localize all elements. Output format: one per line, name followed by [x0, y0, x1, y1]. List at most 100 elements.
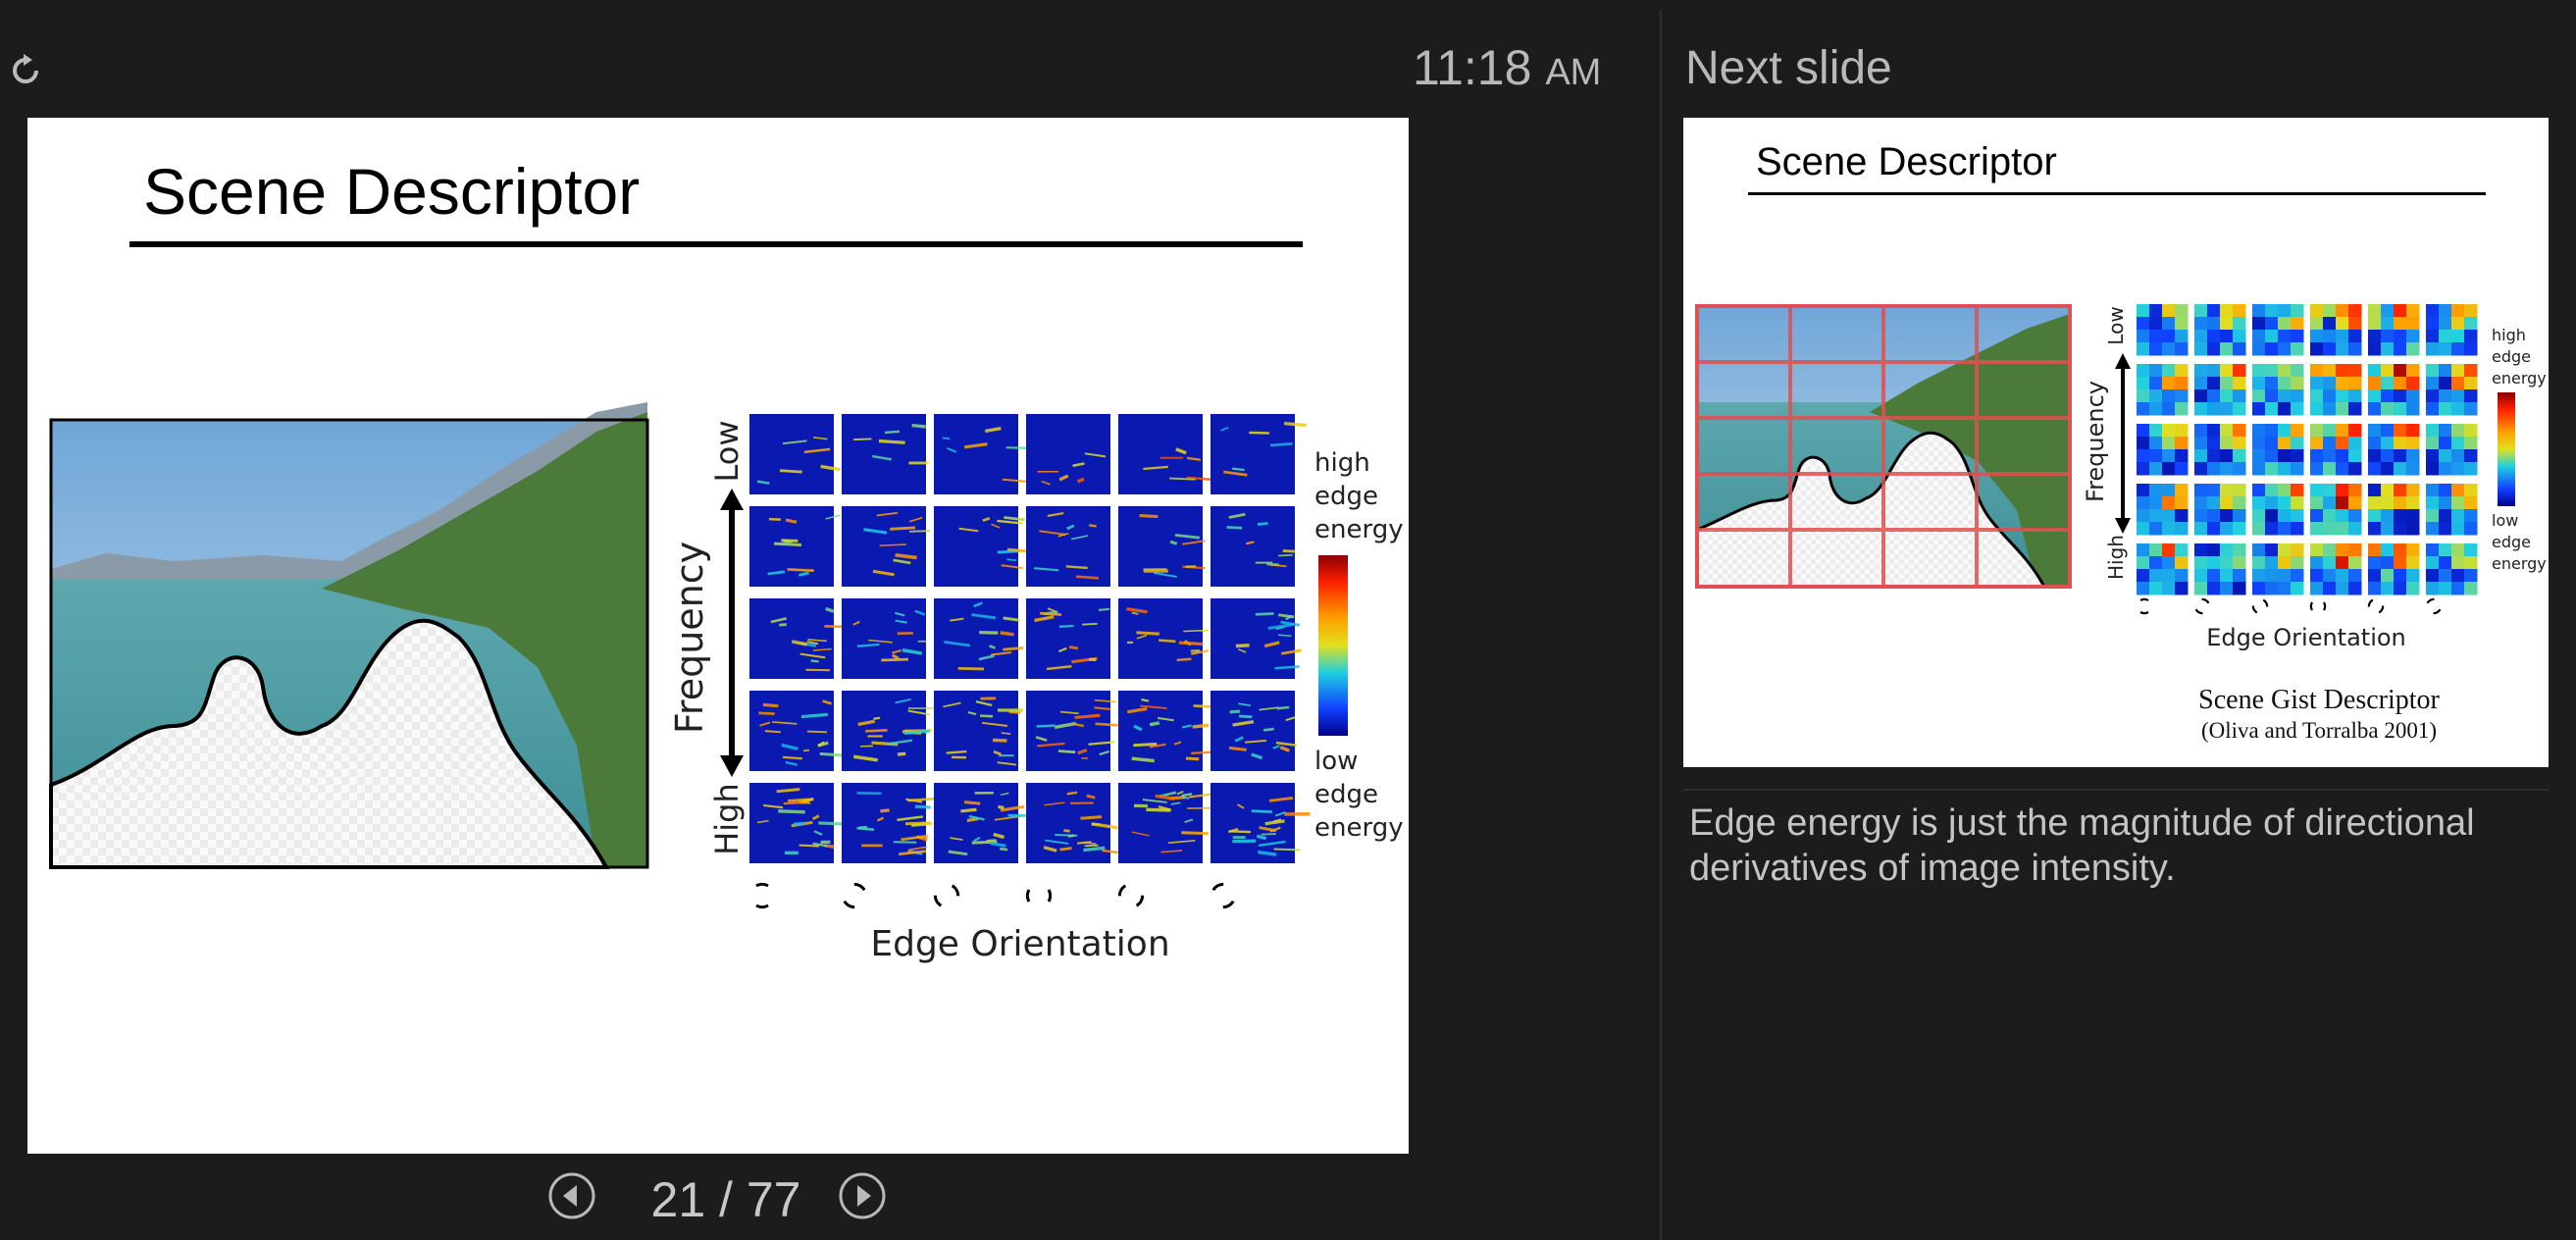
pane-divider [1660, 10, 1662, 1240]
legend-high-2: edge [1314, 482, 1378, 511]
reset-timer-icon[interactable] [6, 51, 45, 90]
next-heatmap-cell [2426, 364, 2478, 416]
heatmap-cell [842, 414, 929, 494]
orientation-glyphs [755, 882, 1235, 909]
next-legend-high-1: high [2492, 326, 2526, 344]
next-heatmap-cell [2368, 304, 2420, 356]
next-orientation-glyph [2194, 597, 2210, 615]
heatmap-cell [1211, 414, 1308, 494]
heatmap-cell [934, 414, 1028, 494]
next-caption: Scene Gist Descriptor [2198, 685, 2440, 715]
heatmap-cell [842, 691, 936, 771]
heatmap-cell [1026, 691, 1119, 771]
slide-title: Scene Descriptor [143, 155, 640, 228]
next-heatmap-cell [2426, 304, 2478, 356]
legend-high-3: energy [1314, 515, 1404, 544]
heatmap-cell [1118, 414, 1214, 494]
x-axis-label: Edge Orientation [870, 924, 1169, 964]
title-underline [129, 241, 1303, 247]
clock-time: 11:18 [1413, 40, 1532, 95]
heatmap-cell [934, 598, 1024, 679]
heatmap-cell [1211, 506, 1296, 587]
orientation-glyph [933, 884, 960, 907]
current-slide: Scene Descriptor [27, 118, 1409, 1154]
next-slide-button[interactable] [838, 1171, 887, 1220]
next-heatmap-cell [2368, 424, 2420, 476]
speaker-notes[interactable]: Edge energy is just the magnitude of dir… [1689, 802, 2475, 889]
heatmap-cell [1118, 598, 1210, 679]
next-heatmap-cell [2137, 424, 2189, 476]
next-frequency-arrow [2115, 353, 2131, 534]
next-heatmap-cell [2426, 484, 2478, 536]
next-orientation-glyph [2139, 597, 2149, 615]
next-slide-preview[interactable]: Scene Descriptor [1683, 118, 2549, 767]
next-heatmap-cell [2137, 543, 2189, 595]
next-y-axis-top: Low [2104, 306, 2128, 344]
next-legend-high-3: energy [2492, 369, 2547, 388]
y-axis-label: Frequency [668, 542, 711, 734]
next-heatmap-cell [2194, 424, 2246, 476]
next-heatmap-cell [2137, 364, 2189, 416]
orientation-glyph [755, 882, 769, 909]
next-legend-high-2: edge [2492, 347, 2531, 366]
next-heatmap-cell [2368, 484, 2420, 536]
next-orientation-glyph [2251, 598, 2269, 614]
heatmap-cell [842, 598, 927, 679]
y-axis-bottom-label: High [708, 783, 746, 855]
prev-slide-button[interactable] [547, 1171, 596, 1220]
next-citation: (Oliva and Torralba 2001) [2201, 718, 2437, 743]
next-orientation-glyph [2367, 598, 2385, 614]
heatmap-cell [749, 598, 847, 679]
next-heatmap-cell [2252, 304, 2304, 356]
clock-ampm: AM [1545, 52, 1602, 93]
heatmap-cell [1118, 506, 1206, 587]
next-legend-low-1: low [2492, 511, 2518, 530]
next-heatmap-cell [2368, 364, 2420, 416]
next-orientation-glyph [2426, 597, 2442, 615]
next-heatmap-cell [2426, 543, 2478, 595]
next-heatmap-cell [2137, 304, 2189, 356]
next-heatmap-cell [2310, 304, 2362, 356]
next-energy-legend: high edge energy low edge energy [2492, 326, 2547, 573]
notes-divider [1683, 789, 2549, 791]
heatmap-cell [934, 691, 1023, 771]
legend-low-3: energy [1314, 813, 1404, 843]
next-slide-header: Next slide [1685, 42, 1892, 94]
legend-low-2: edge [1314, 780, 1378, 809]
next-gist-heatmap-grid [2137, 304, 2478, 595]
orientation-glyph [1117, 884, 1145, 907]
frequency-arrow [720, 489, 744, 777]
legend-high-1: high [1314, 448, 1370, 478]
next-heatmap-cell [2368, 543, 2420, 595]
next-heatmap-cell [2194, 364, 2246, 416]
next-heatmap-cell [2310, 364, 2362, 416]
next-heatmap-cell [2137, 484, 2189, 536]
heatmap-cell [749, 691, 843, 771]
next-title-underline [1748, 192, 2486, 195]
heatmap-cell [1118, 691, 1216, 771]
next-heatmap-cell [2252, 364, 2304, 416]
heatmap-cell [1026, 506, 1110, 587]
next-heatmap-cell [2252, 484, 2304, 536]
orientation-glyph [1211, 882, 1235, 909]
presentation-clock: 11:18 AM [1413, 39, 1601, 96]
next-y-axis-label: Frequency [2082, 381, 2109, 502]
next-heatmap-cell [2310, 484, 2362, 536]
heatmap-cell [749, 414, 842, 494]
heatmap-cell [1118, 783, 1212, 863]
energy-legend: high edge energy low edge energy [1314, 448, 1404, 843]
scene-photo [49, 402, 649, 869]
next-heatmap-cell [2194, 543, 2246, 595]
heatmap-cell [842, 506, 931, 587]
legend-low-1: low [1314, 747, 1358, 776]
heatmap-cell [1026, 598, 1110, 679]
heatmap-cell [749, 783, 843, 863]
next-heatmap-cell [2426, 424, 2478, 476]
next-heatmap-cell [2310, 424, 2362, 476]
page-counter: 21 / 77 [650, 1172, 801, 1227]
next-heatmap-cell [2252, 424, 2304, 476]
next-slide-title: Scene Descriptor [1756, 140, 2057, 183]
heatmap-cell [842, 783, 936, 863]
orientation-glyph [843, 882, 866, 909]
slide-navigation: 21 / 77 [0, 1167, 1409, 1227]
